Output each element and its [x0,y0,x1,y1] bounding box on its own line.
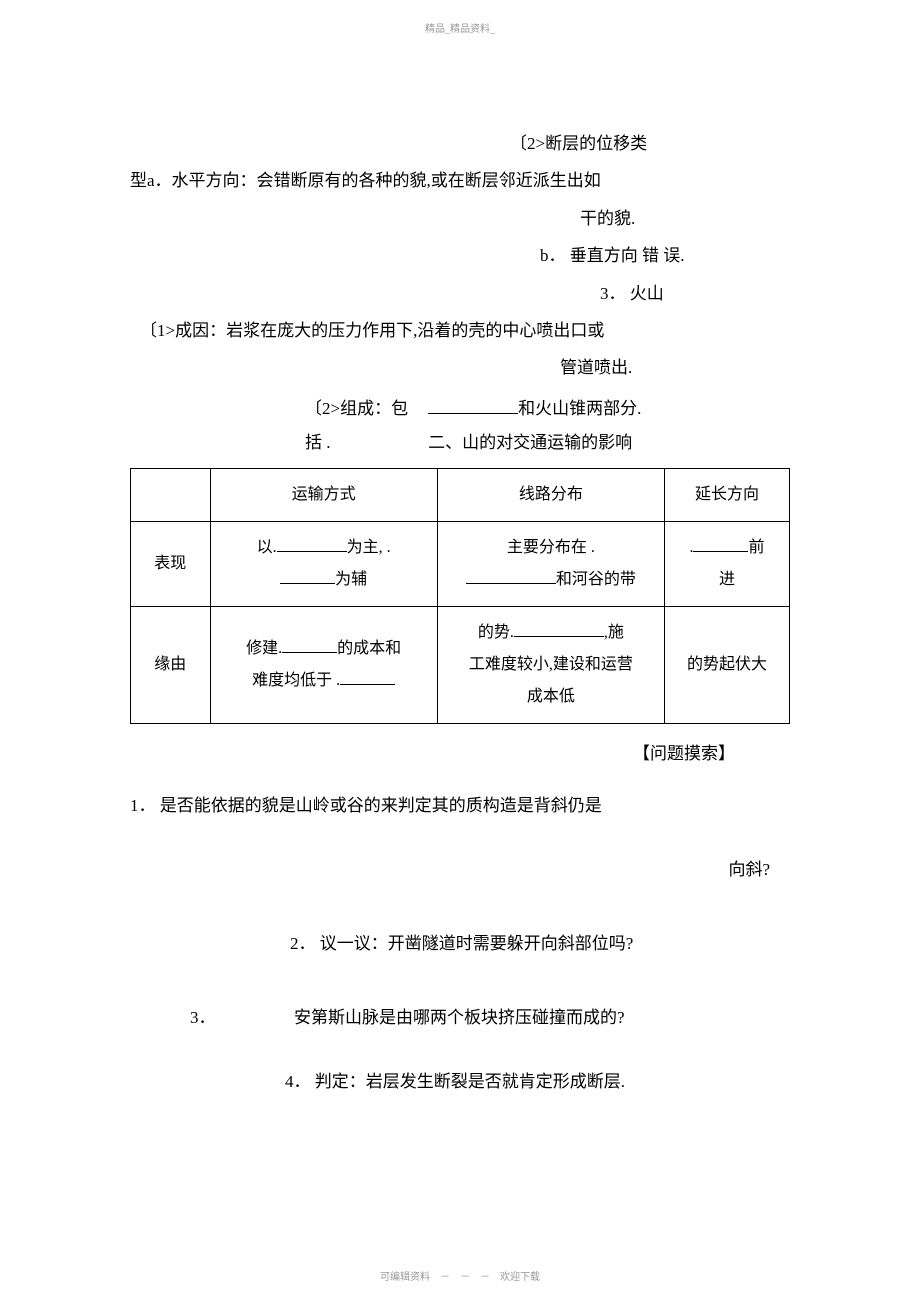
paragraph: 型a．水平方向：会错断原有的各种的貌,或在断层邻近派生出如 [130,162,790,199]
table-row: 缘由 修建. 的成本和 难度均低于 . 的势. ,施 工难度较小,建设和运营 成本低… [131,606,790,723]
paragraph: b． 垂直方向 错 误. [130,237,790,274]
text: 〔2>组成：包 [305,392,408,426]
table-cell: 的势起伏大 [665,606,790,723]
table-header: 运输方式 [210,468,437,521]
text: 3． [190,1008,216,1027]
text: 难度均低于 . [252,672,340,689]
text: ,施 [604,624,624,641]
blank-field [428,397,518,414]
table-header: 线路分布 [437,468,664,521]
blank-field [466,568,556,584]
text: 的成本和 [337,640,401,657]
paragraph: 3． 火山 [130,275,790,312]
text: 以. [257,539,277,556]
table-cell: 的势. ,施 工难度较小,建设和运营 成本低 [437,606,664,723]
compose-right: 和火山锥两部分. 二、山的对交通运输的影响 [408,392,790,460]
table-cell: 缘由 [131,606,211,723]
question-tail: 向斜? [130,853,790,887]
paragraph: 〔1>成因：岩浆在庞大的压力作用下,沿着的壳的中心喷出口或 [130,312,790,349]
blank-field [280,568,335,584]
document-page: 精品_精品资料_ 〔2>断层的位移类 型a．水平方向：会错断原有的各种的貌,或在… [0,0,920,1303]
table-cell: .前 进 [665,521,790,606]
table-header [131,468,211,521]
compose-left: 〔2>组成：包 括 . [130,392,408,460]
question: 4． 判定：岩层发生断裂是否就肯定形成断层. [130,1065,790,1099]
text: 为主, . [347,539,391,556]
text: 进 [719,571,735,588]
table-row: 表现 以. 为主, . 为辅 主要分布在 . 和河谷的带 .前 进 [131,521,790,606]
paragraph: 管道喷出. [130,349,790,386]
page-header: 精品_精品资料_ [130,20,790,35]
blank-field [514,621,604,637]
table-cell: 表现 [131,521,211,606]
text: 安第斯山脉是由哪两个板块挤压碰撞而成的? [294,1008,625,1027]
text: 工难度较小,建设和运营 [469,656,633,673]
paragraph: 干的貌. [130,200,790,237]
blank-field [277,536,347,552]
question: 2． 议一议：开凿隧道时需要躲开向斜部位吗? [130,927,790,961]
table-cell: 修建. 的成本和 难度均低于 . [210,606,437,723]
table-cell: 以. 为主, . 为辅 [210,521,437,606]
compose-row: 〔2>组成：包 括 . 和火山锥两部分. 二、山的对交通运输的影响 [130,392,790,460]
text: 和火山锥两部分. [428,392,790,426]
blank-field [340,669,395,685]
page-footer: 可编辑资料 － － － 欢迎下载 [0,1268,920,1283]
text: 括 . [305,426,408,460]
text: 的势. [478,624,514,641]
transport-table: 运输方式 线路分布 延长方向 表现 以. 为主, . 为辅 主要分布在 . 和河谷… [130,468,790,724]
question: 1． 是否能依据的貌是山岭或谷的来判定其的质构造是背斜仍是 [130,789,790,823]
blank-field [282,637,337,653]
text: 成本低 [527,688,575,705]
paragraph: 〔2>断层的位移类 [130,125,790,162]
text: 和河谷的带 [556,571,636,588]
question: 3． 安第斯山脉是由哪两个板块挤压碰撞而成的? [130,1001,790,1035]
text: 为辅 [335,571,367,588]
table-header: 延长方向 [665,468,790,521]
text: 主要分布在 . [507,539,595,556]
blank-field [693,536,748,552]
table-header-row: 运输方式 线路分布 延长方向 [131,468,790,521]
text: 和火山锥两部分. [518,399,641,418]
text: 前 [748,539,764,556]
text: 二、山的对交通运输的影响 [428,426,790,460]
text: 修建. [246,640,282,657]
table-cell: 主要分布在 . 和河谷的带 [437,521,664,606]
section-heading: 【问题摸索】 [130,739,790,764]
